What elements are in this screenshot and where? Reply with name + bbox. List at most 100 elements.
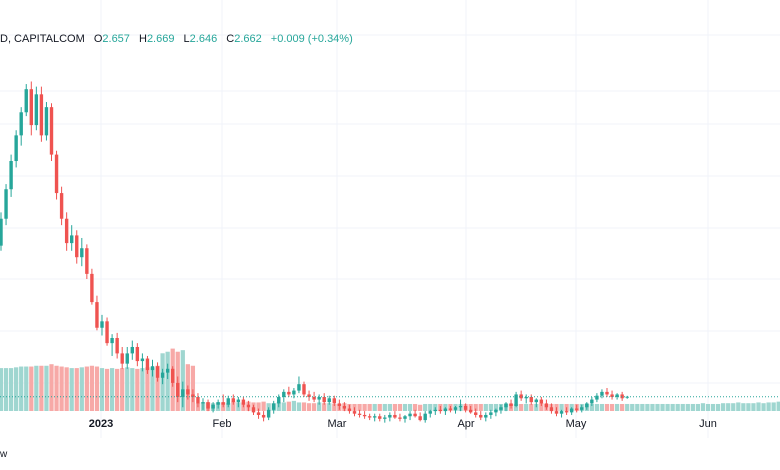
volume-bar xyxy=(519,403,524,411)
volume-bar xyxy=(291,400,297,411)
candle xyxy=(34,86,39,131)
candle xyxy=(95,295,99,331)
candle xyxy=(564,407,569,415)
candle-body xyxy=(580,407,584,410)
candle-body xyxy=(19,112,23,136)
candle-body xyxy=(160,372,165,378)
change-value: +0.009 (+0.34%) xyxy=(270,33,353,45)
candle xyxy=(100,314,104,336)
open-key: O xyxy=(93,33,103,45)
candle-body xyxy=(155,366,160,378)
candle-body xyxy=(171,368,175,383)
candle xyxy=(196,393,200,408)
candle xyxy=(443,407,448,415)
volume-bar xyxy=(630,403,635,411)
candle-body xyxy=(277,397,281,404)
volume-bar xyxy=(604,403,610,411)
candle xyxy=(54,150,59,200)
candle-body xyxy=(287,391,291,395)
volume-bar xyxy=(620,403,625,411)
candle-body xyxy=(105,321,109,344)
volume-bar xyxy=(125,367,130,411)
candle-body xyxy=(216,402,220,405)
candle xyxy=(70,225,74,251)
candle-body xyxy=(448,408,453,410)
candle-body xyxy=(80,248,84,258)
volume-bar xyxy=(94,366,100,411)
candle xyxy=(236,397,241,408)
x-tick-label: Apr xyxy=(457,418,474,430)
candle xyxy=(524,394,528,404)
volume-bar xyxy=(39,365,44,411)
candle-body xyxy=(544,403,549,408)
volume-bar xyxy=(115,368,120,411)
candle-body xyxy=(206,402,210,409)
candle-body xyxy=(559,411,564,414)
volume-bar xyxy=(135,368,140,411)
low-key: L xyxy=(183,33,190,45)
volume-bar xyxy=(34,365,39,411)
volume-bar xyxy=(731,403,736,411)
volume-bar xyxy=(64,367,69,411)
candle xyxy=(489,409,493,419)
candle xyxy=(595,393,599,403)
volume-bar xyxy=(256,402,261,411)
candle-body xyxy=(241,399,246,405)
volume-bar xyxy=(49,364,54,411)
candle xyxy=(14,130,18,168)
volume-bar xyxy=(165,351,170,411)
volume-bar xyxy=(700,403,706,411)
candle-body xyxy=(367,416,372,418)
ohlc-legend: D, CAPITALCOM O2.657 H2.669 L2.646 C2.66… xyxy=(0,33,353,45)
volume-bar xyxy=(513,403,519,411)
candle xyxy=(494,408,498,417)
volume-bar xyxy=(766,402,771,411)
candle xyxy=(9,154,13,197)
candle xyxy=(509,399,513,409)
candle xyxy=(423,411,427,423)
candle xyxy=(357,409,362,418)
volume-bar xyxy=(120,368,125,411)
volume-bar xyxy=(301,402,307,411)
volume-bar xyxy=(645,403,650,411)
volume-bar xyxy=(104,368,110,411)
candle xyxy=(292,388,296,399)
candle xyxy=(529,394,533,405)
candle-body xyxy=(413,413,417,417)
x-tick-label: Mar xyxy=(328,418,347,430)
candle-body xyxy=(4,189,8,219)
volume-bar xyxy=(670,403,675,411)
candle-body xyxy=(221,402,225,405)
volume-bar xyxy=(559,403,564,411)
candle-body xyxy=(14,135,18,162)
candle-body xyxy=(529,397,533,403)
candle xyxy=(554,407,559,417)
volume-bar xyxy=(367,403,372,411)
close-key: C xyxy=(226,33,235,45)
candle xyxy=(150,359,155,377)
candle-body xyxy=(357,413,362,415)
candle xyxy=(140,353,145,372)
candle-body xyxy=(246,404,251,408)
candle-body xyxy=(115,338,119,354)
volume-bar xyxy=(180,350,185,411)
x-tick-label: May xyxy=(566,418,587,430)
candle xyxy=(201,398,205,410)
volume-bar xyxy=(311,403,317,411)
candle-body xyxy=(70,235,74,244)
volume-bar xyxy=(266,403,271,411)
candle-body xyxy=(211,404,215,409)
volume-bar xyxy=(665,403,670,411)
candle xyxy=(216,399,220,409)
candle-body xyxy=(322,397,326,403)
volume-bar xyxy=(145,367,150,411)
candle xyxy=(534,398,538,408)
candle-body xyxy=(150,366,155,371)
candle xyxy=(433,407,437,415)
volume-bar xyxy=(29,366,34,411)
volume-bar xyxy=(726,403,731,411)
candle-body xyxy=(388,414,392,418)
volume-bar xyxy=(589,403,594,411)
